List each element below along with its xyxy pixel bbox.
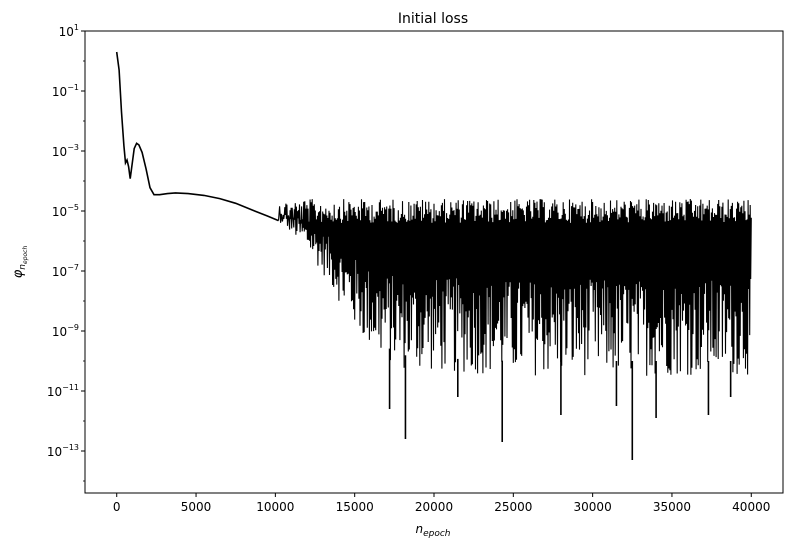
x-tick-label: 15000 [336, 500, 374, 514]
loss-line-oscillation [277, 198, 752, 376]
y-axis-label: φnepoch [11, 246, 29, 279]
x-axis-label: nepoch [415, 522, 450, 539]
x-tick-label: 20000 [415, 500, 453, 514]
x-tick-label: 0 [113, 500, 121, 514]
y-axis-label-base: φ [11, 269, 26, 278]
y-axis-ticks: 101 10−1 10−3 10−5 10−7 10−9 10−11 10−13 [47, 23, 85, 482]
y-tick-label: 10−9 [52, 323, 79, 339]
x-tick-label: 25000 [494, 500, 532, 514]
x-tick-label: 35000 [653, 500, 691, 514]
x-tick-label: 40000 [732, 500, 770, 514]
loss-series [115, 51, 752, 460]
x-tick-label: 10000 [256, 500, 294, 514]
y-tick-label: 10−5 [52, 203, 79, 219]
y-tick-label: 10−3 [52, 143, 79, 159]
x-tick-label: 30000 [574, 500, 612, 514]
loss-line-smooth [115, 51, 279, 222]
chart-title: Initial loss [398, 11, 468, 27]
x-axis-ticks: 0 5000 10000 15000 20000 25000 30000 35000 40000 [113, 493, 770, 514]
y-axis-label-subscript: n [18, 264, 28, 270]
y-axis-label-subsubscript: epoch [22, 246, 29, 264]
y-tick-label: 10−11 [47, 383, 79, 399]
y-tick-label: 10−7 [52, 263, 79, 279]
y-tick-label: 10−13 [47, 443, 79, 459]
y-tick-label: 10−1 [52, 83, 79, 99]
y-tick-label: 101 [59, 23, 79, 39]
x-tick-label: 5000 [181, 500, 212, 514]
x-axis-label-base: n [415, 522, 423, 536]
x-axis-label-subscript: epoch [423, 529, 451, 539]
